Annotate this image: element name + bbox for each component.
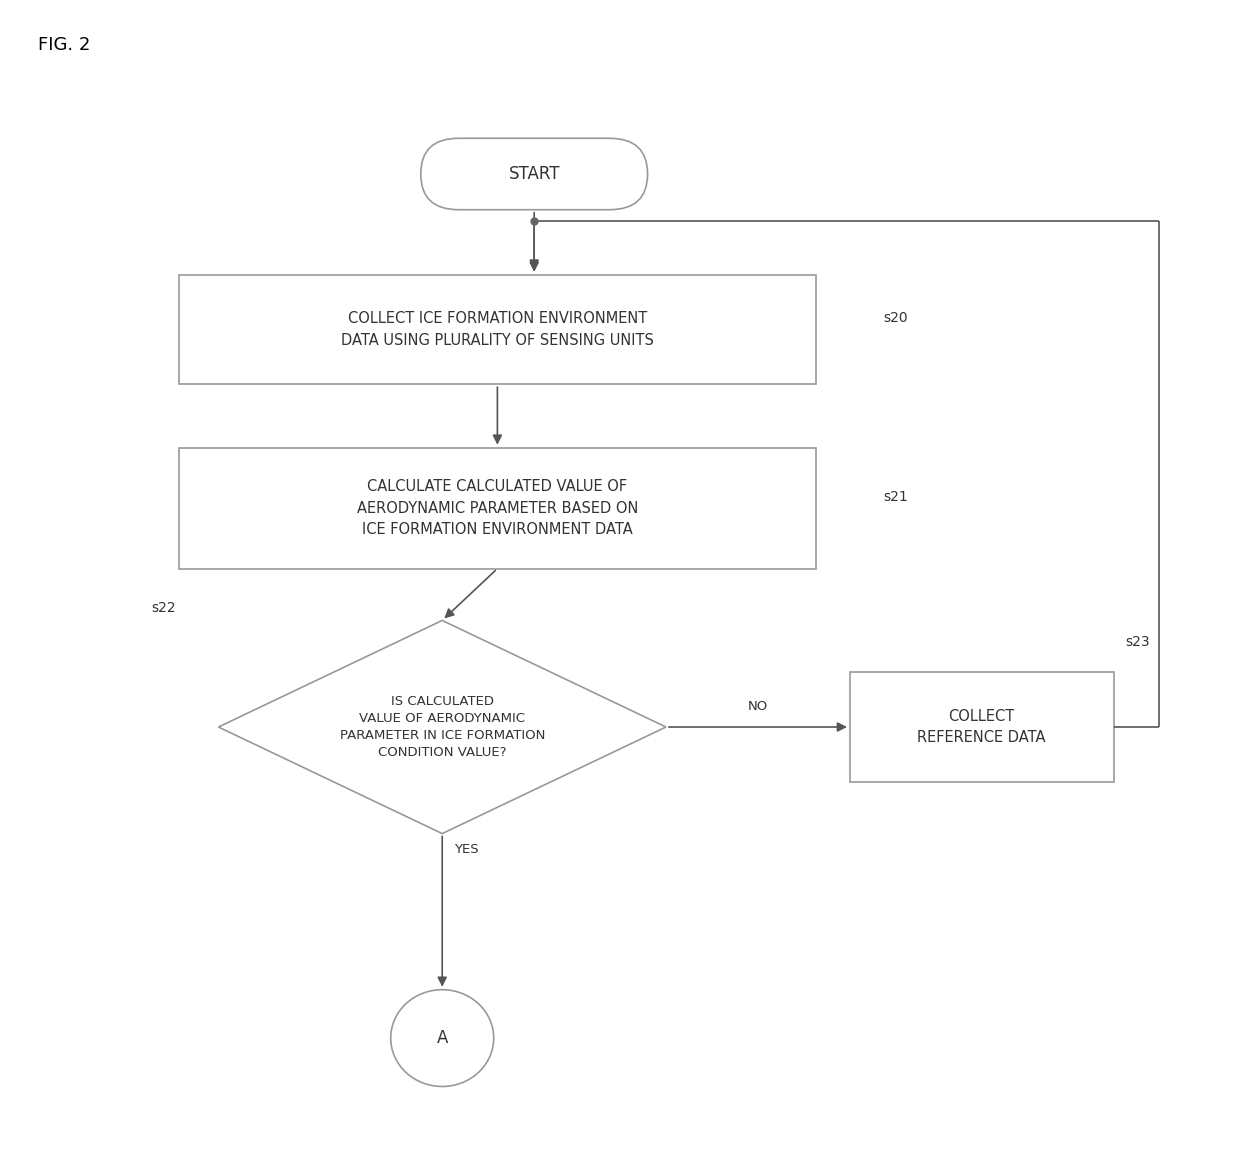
- FancyBboxPatch shape: [179, 448, 816, 569]
- Text: s22: s22: [151, 600, 176, 614]
- Text: CALCULATE CALCULATED VALUE OF
AERODYNAMIC PARAMETER BASED ON
ICE FORMATION ENVIR: CALCULATE CALCULATED VALUE OF AERODYNAMI…: [357, 479, 639, 538]
- Text: A: A: [436, 1030, 448, 1047]
- Text: s20: s20: [884, 311, 908, 325]
- Text: FIG. 2: FIG. 2: [37, 36, 91, 54]
- Text: s23: s23: [1126, 635, 1151, 649]
- Text: COLLECT
REFERENCE DATA: COLLECT REFERENCE DATA: [918, 709, 1047, 745]
- Text: START: START: [508, 166, 560, 183]
- Text: IS CALCULATED
VALUE OF AERODYNAMIC
PARAMETER IN ICE FORMATION
CONDITION VALUE?: IS CALCULATED VALUE OF AERODYNAMIC PARAM…: [340, 695, 544, 759]
- Text: NO: NO: [748, 701, 768, 714]
- FancyBboxPatch shape: [849, 673, 1114, 781]
- Circle shape: [391, 990, 494, 1087]
- Text: COLLECT ICE FORMATION ENVIRONMENT
DATA USING PLURALITY OF SENSING UNITS: COLLECT ICE FORMATION ENVIRONMENT DATA U…: [341, 311, 653, 347]
- Polygon shape: [218, 620, 666, 834]
- FancyBboxPatch shape: [420, 139, 647, 210]
- FancyBboxPatch shape: [179, 275, 816, 385]
- Text: s21: s21: [884, 490, 909, 504]
- Text: YES: YES: [455, 843, 479, 856]
